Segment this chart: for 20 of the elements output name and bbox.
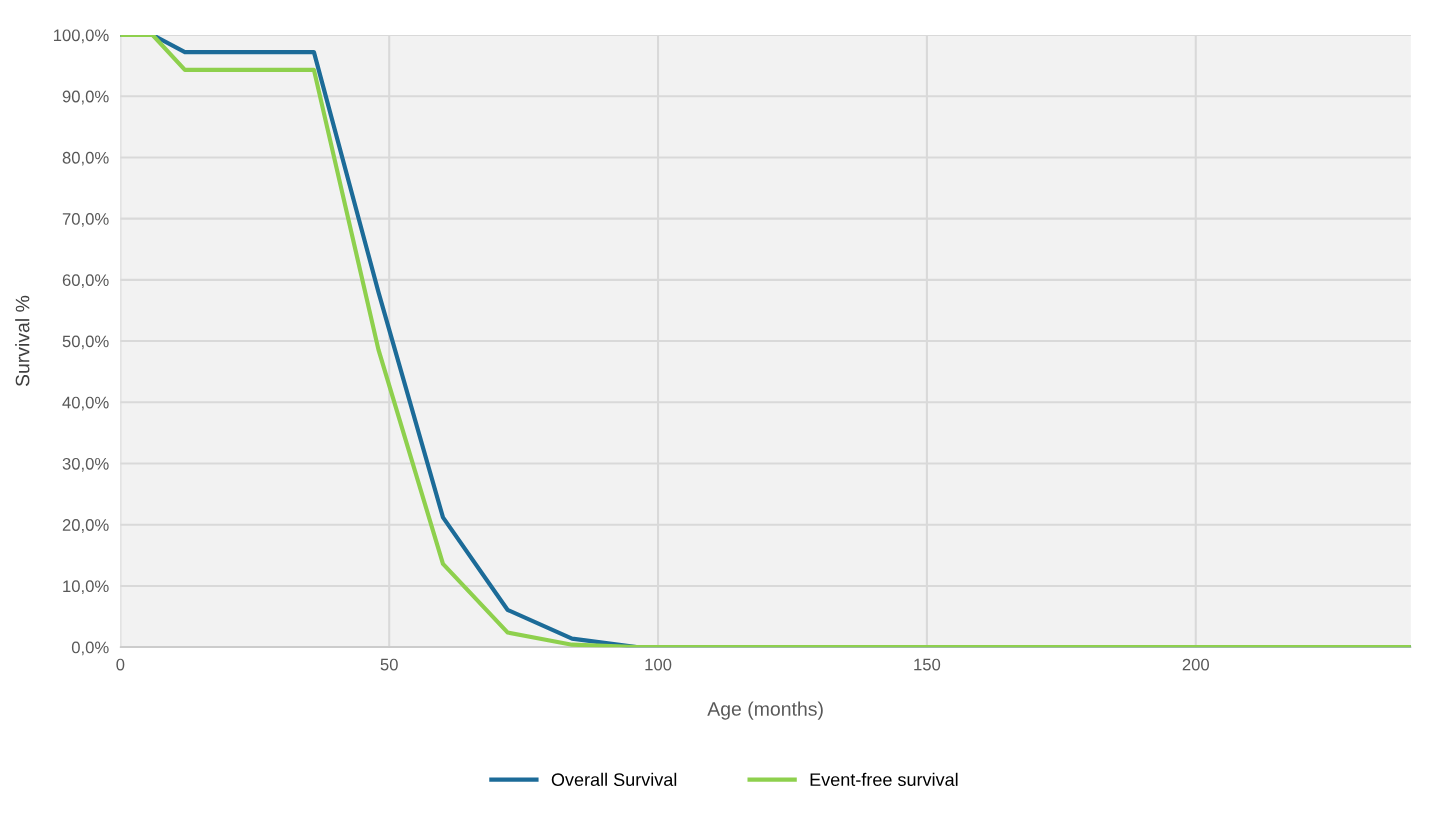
y-tick-label: 50,0% bbox=[62, 335, 109, 350]
legend-label: Overall Survival bbox=[551, 772, 677, 787]
y-tick-label: 70,0% bbox=[62, 213, 109, 227]
y-tick-label: 20,0% bbox=[62, 519, 109, 533]
x-tick-label: 100 bbox=[645, 658, 672, 671]
legend-label: Event-free survival bbox=[810, 772, 958, 787]
y-tick-label: 90,0% bbox=[62, 90, 109, 105]
y-tick-label: 10,0% bbox=[63, 580, 109, 595]
y-tick-label: 0,0% bbox=[71, 641, 109, 656]
x-tick-label: 150 bbox=[914, 658, 941, 671]
x-tick-label: 50 bbox=[380, 658, 398, 671]
x-tick-label: 0 bbox=[116, 658, 125, 671]
x-tick-label: 200 bbox=[1182, 658, 1210, 671]
x-axis-title: Age (months) bbox=[707, 701, 823, 720]
y-tick-label: 40,0% bbox=[62, 396, 109, 411]
y-tick-label: 30,0% bbox=[62, 457, 109, 472]
y-tick-label: 60,0% bbox=[62, 274, 109, 289]
y-tick-label: 80,0% bbox=[62, 151, 109, 166]
y-tick-label: 100,0% bbox=[53, 29, 109, 44]
y-axis-title: Survival % bbox=[15, 295, 30, 387]
